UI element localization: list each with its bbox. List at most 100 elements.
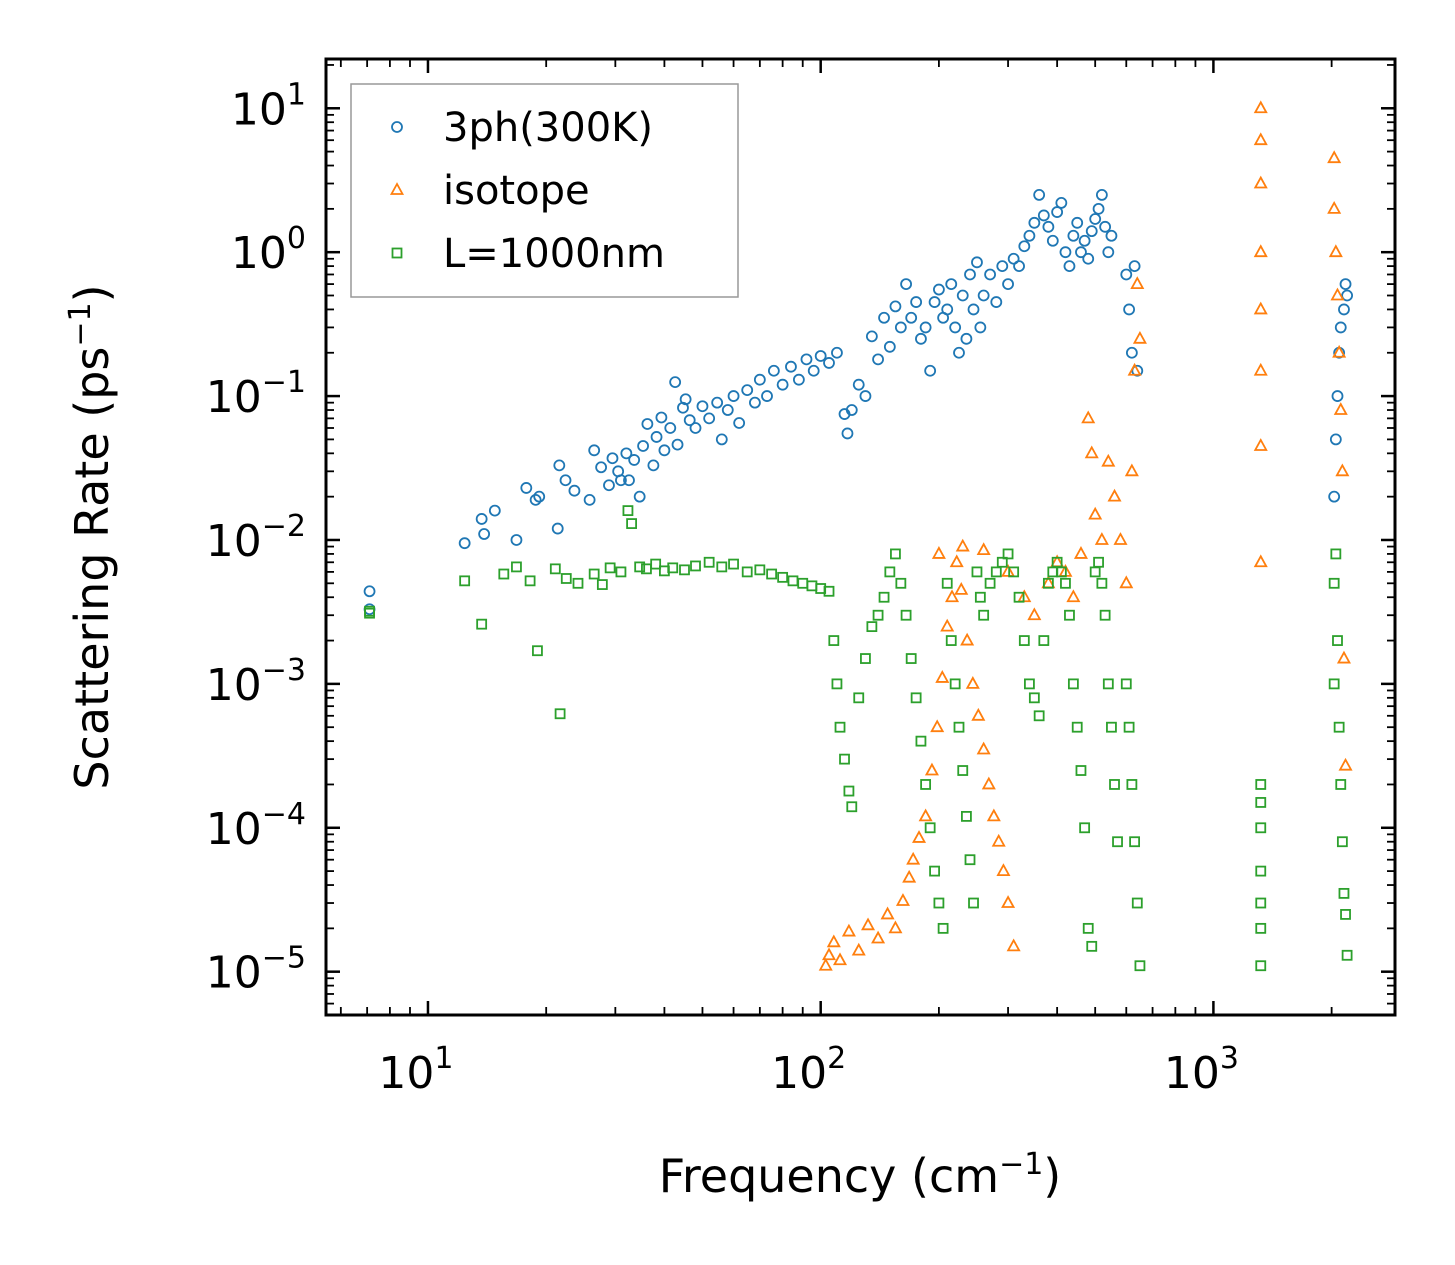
data-point (551, 522, 564, 535)
data-point (777, 571, 789, 583)
data-point (1073, 546, 1088, 559)
data-point (960, 632, 975, 646)
legend: 3ph(300K) isotope L=1000nm (350, 83, 739, 298)
data-point (568, 484, 581, 497)
data-point (996, 863, 1011, 876)
legend-label: L=1000nm (443, 231, 665, 277)
data-point (900, 609, 912, 621)
legend-label: isotope (443, 168, 590, 214)
data-point (650, 431, 663, 443)
data-point (787, 575, 799, 587)
data-point (953, 721, 965, 733)
data-point (933, 897, 945, 909)
plot-frame (324, 57, 1397, 1017)
data-point (1328, 244, 1343, 258)
data-point (839, 753, 850, 765)
data-point (1335, 779, 1347, 790)
data-point (1037, 209, 1050, 222)
data-point (1018, 635, 1030, 646)
data-point (895, 893, 910, 906)
data-point (637, 440, 649, 452)
data-point (603, 479, 615, 492)
data-point (902, 869, 917, 883)
data-point (1002, 548, 1014, 560)
data-point (754, 564, 766, 576)
data-point (821, 947, 837, 961)
data-point (964, 854, 976, 866)
data-point (1329, 433, 1342, 446)
data-point (475, 513, 488, 525)
data-point (1067, 678, 1079, 690)
data-point (1082, 922, 1094, 934)
data-point (1042, 577, 1054, 589)
data-point (1113, 532, 1128, 545)
data-point (878, 311, 890, 324)
data-point (831, 346, 843, 359)
data-point (1042, 220, 1055, 233)
data-point (1338, 887, 1350, 899)
data-point (949, 678, 961, 690)
data-point (890, 548, 901, 560)
data-point (1335, 463, 1350, 477)
series-3 (364, 505, 1353, 972)
data-point (991, 833, 1006, 847)
data-point (553, 459, 566, 472)
data-point (915, 735, 927, 747)
data-point (945, 278, 958, 291)
data-point (1332, 635, 1343, 646)
data-point (1085, 225, 1098, 238)
data-point (929, 865, 940, 877)
x-tick-label: 103 (1164, 1041, 1239, 1099)
data-point (533, 490, 546, 503)
data-point (945, 635, 957, 646)
data-point (615, 566, 627, 578)
data-point (741, 384, 754, 397)
data-point (1253, 362, 1268, 376)
data-point (1132, 330, 1147, 344)
y-axis-label: Scattering Rate (ps−1) (63, 284, 119, 789)
data-point (800, 353, 813, 366)
data-point (650, 558, 662, 570)
data-point (1099, 220, 1112, 233)
data-point (949, 554, 964, 568)
data-point (683, 414, 696, 427)
data-point (971, 256, 983, 269)
data-point (1125, 346, 1138, 359)
data-point (933, 283, 945, 296)
data-point (1253, 554, 1268, 568)
y-tick-label: 10−3 (206, 653, 306, 711)
data-point (1046, 234, 1059, 247)
data-point (628, 454, 641, 466)
data-point (703, 556, 715, 568)
data-point (1055, 197, 1068, 209)
data-point (1328, 678, 1340, 690)
data-point (1331, 390, 1344, 402)
data-point (1340, 909, 1351, 920)
data-point (488, 504, 501, 517)
data-point (741, 566, 753, 578)
data-point (990, 566, 1002, 578)
data-point (703, 412, 716, 425)
data-point (976, 741, 991, 755)
data-point (1051, 206, 1064, 218)
data-point (753, 373, 766, 386)
legend-marker (391, 121, 403, 133)
data-point (529, 493, 542, 506)
data-point (924, 364, 937, 377)
data-point (1001, 895, 1016, 908)
data-point (1123, 721, 1135, 733)
data-point (930, 719, 945, 733)
data-point (878, 591, 890, 603)
data-point (1255, 779, 1267, 790)
data-point (976, 542, 991, 556)
data-point (861, 917, 876, 931)
data-point (1123, 303, 1136, 316)
data-point (834, 721, 846, 733)
data-point (1099, 609, 1111, 621)
data-point (588, 568, 600, 580)
data-point (1002, 278, 1014, 291)
data-point (1327, 200, 1342, 214)
data-point (1027, 607, 1042, 621)
data-point (1008, 566, 1020, 578)
data-point (955, 538, 970, 552)
